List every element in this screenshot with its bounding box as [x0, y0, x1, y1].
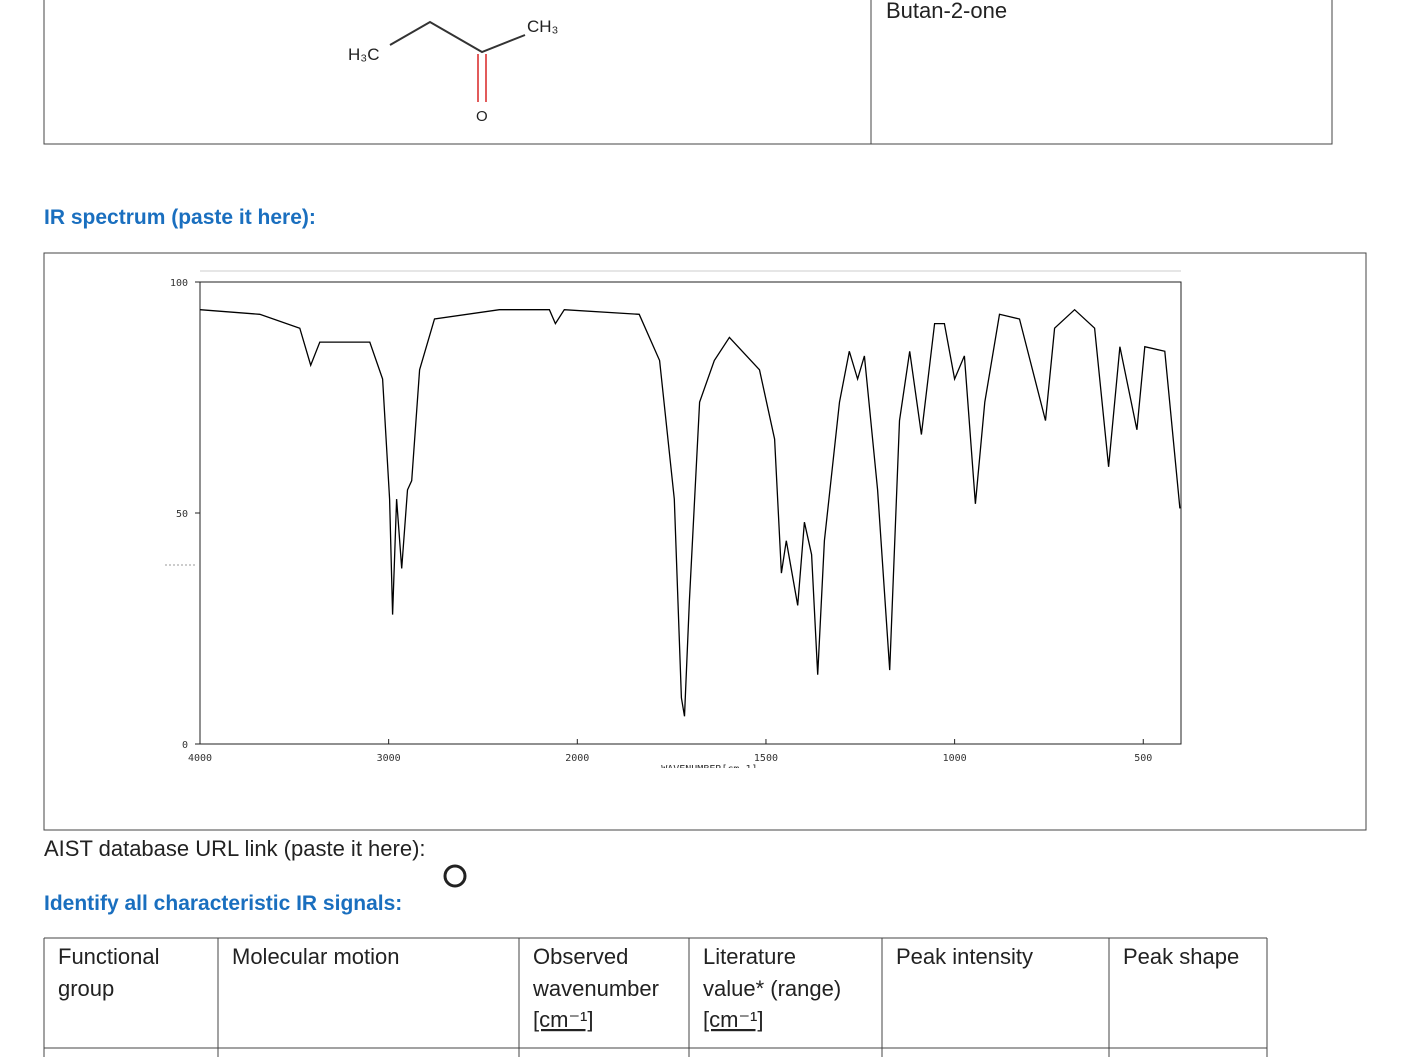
spectrum-box: [43, 252, 1367, 831]
oxygen: O: [476, 108, 488, 125]
header-cell: Literature value* (range): [703, 944, 841, 1001]
x-tick-label: 2000: [565, 753, 589, 764]
x-tick-label: 500: [1134, 753, 1152, 764]
plot-frame: [199, 281, 1182, 745]
cursor-circle: [443, 864, 467, 888]
header-cell: Peak intensity: [896, 944, 1033, 969]
header-cell: Peak shape: [1123, 944, 1239, 969]
spectrum-line: [199, 308, 1181, 717]
x-tick-label: 4000: [188, 753, 212, 764]
molecule: [389, 20, 526, 102]
header-cell: Molecular motion: [232, 944, 400, 969]
signals-table: [43, 937, 1268, 1057]
left-group: H₃C: [348, 45, 379, 64]
unit-label: [cm⁻¹]: [703, 1007, 764, 1032]
heading: IR spectrum (paste it here):: [44, 206, 316, 229]
cutoff: [652, 768, 853, 778]
right-group: CH₃: [527, 17, 558, 36]
header-cell: Observed wavenumber: [532, 944, 659, 1001]
table-header: Functional group Molecular motion Observed w…: [58, 944, 1239, 1032]
y-tick-label: 0: [182, 740, 188, 751]
aist-line: AIST database URL link (paste it here):: [44, 836, 426, 861]
x-tick-label: 1000: [943, 753, 967, 764]
y-tick-label: 100: [170, 278, 188, 289]
spectrum-plot: 40003000200015001000500050100WAVENUMBER[…: [170, 278, 1181, 778]
heading: Identify all characteristic IR signals:: [44, 892, 402, 915]
x-tick-label: 1500: [754, 753, 778, 764]
compound-name: Butan-2-one: [886, 0, 1007, 23]
compound-table: [43, 0, 1333, 145]
carbon-chain: [389, 20, 526, 54]
header-cell: Functional group: [58, 944, 160, 1001]
unit-label: [cm⁻¹]: [533, 1007, 594, 1032]
y-tick-label: 50: [176, 509, 188, 520]
x-tick-label: 3000: [377, 753, 401, 764]
